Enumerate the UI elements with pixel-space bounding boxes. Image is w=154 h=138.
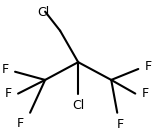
Text: Cl: Cl xyxy=(38,6,50,19)
Text: F: F xyxy=(2,63,9,75)
Text: F: F xyxy=(144,60,151,73)
Text: F: F xyxy=(141,87,148,100)
Text: F: F xyxy=(17,117,24,130)
Text: Cl: Cl xyxy=(72,99,84,112)
Text: F: F xyxy=(5,87,12,100)
Text: F: F xyxy=(117,118,124,131)
